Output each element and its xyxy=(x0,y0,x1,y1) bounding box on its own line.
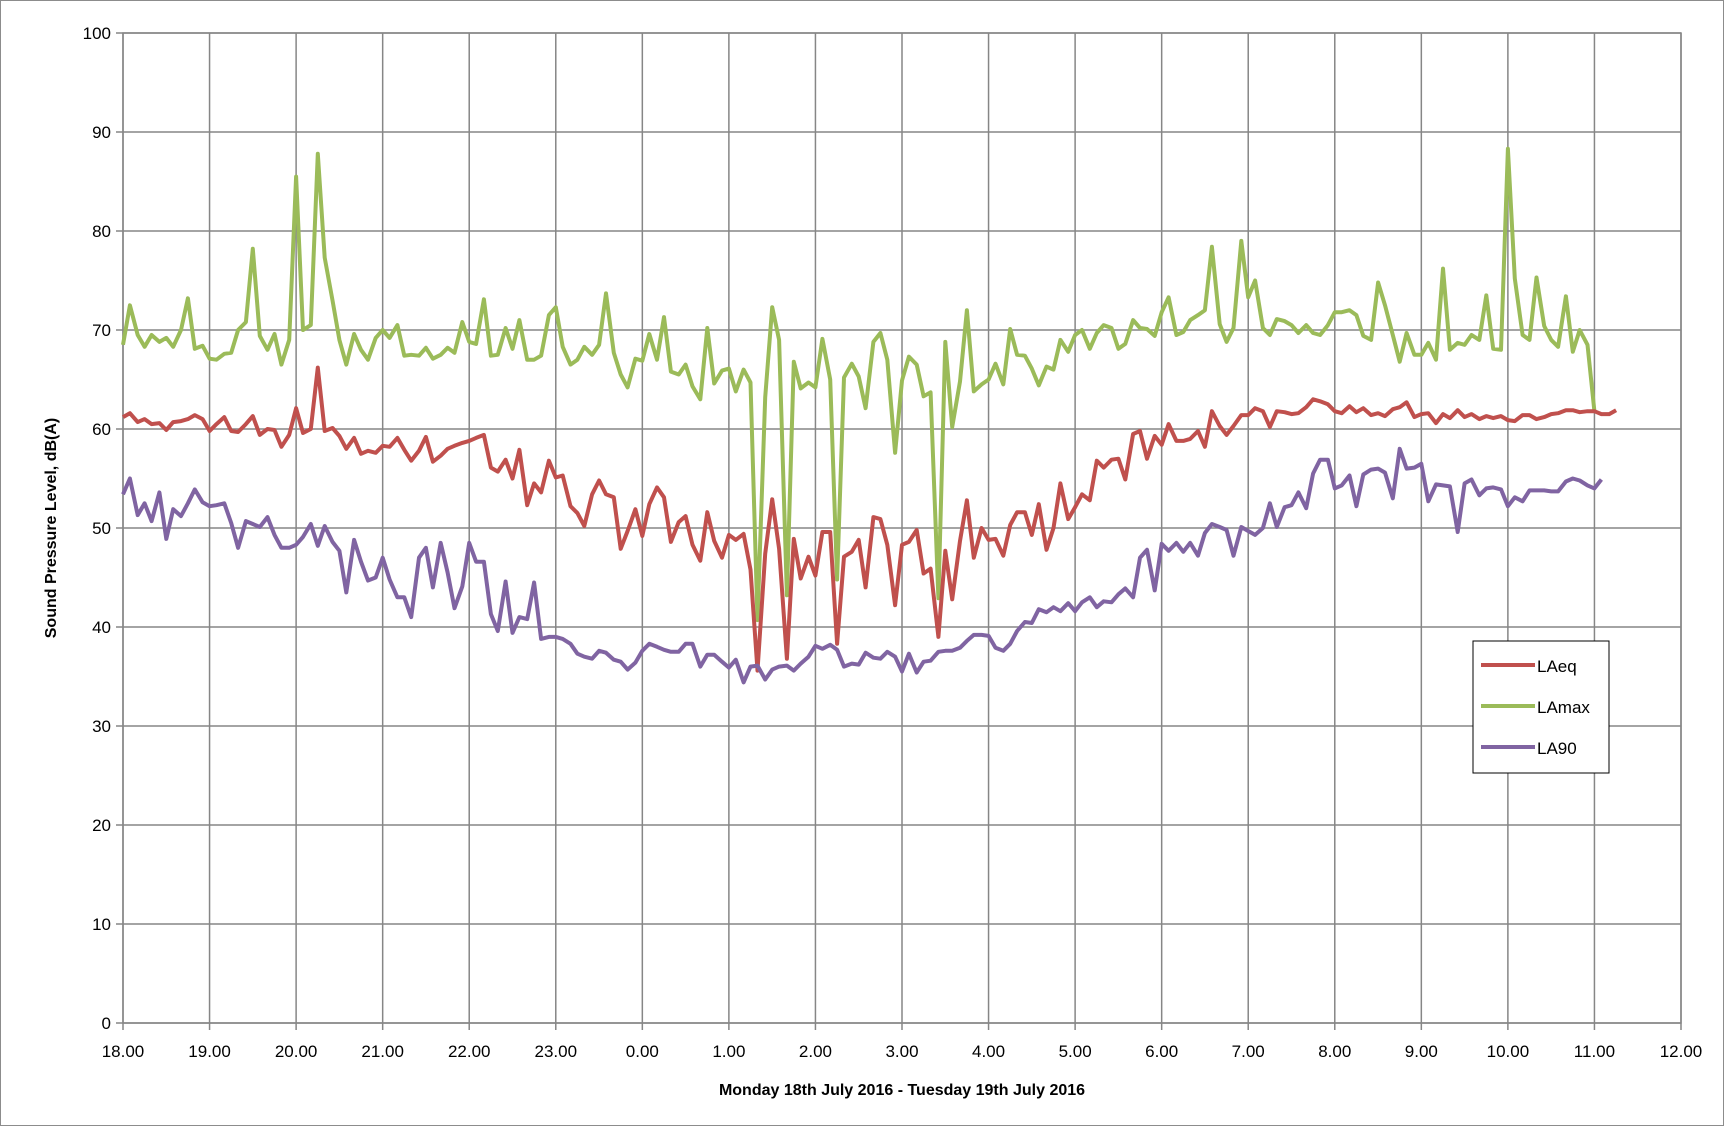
x-tick-label: 1.00 xyxy=(712,1042,745,1061)
y-tick-label: 80 xyxy=(92,222,111,241)
x-tick-label: 19.00 xyxy=(188,1042,231,1061)
gridlines xyxy=(122,32,1682,1024)
y-tick-label: 20 xyxy=(92,816,111,835)
x-tick-label: 10.00 xyxy=(1487,1042,1530,1061)
y-tick-label: 10 xyxy=(92,915,111,934)
x-axis-ticks: 18.00 19.00 20.00 21.00 22.00 23.00 0.00 1.00 2.… xyxy=(102,1023,1703,1061)
x-tick-label: 8.00 xyxy=(1318,1042,1351,1061)
series-line-laeq xyxy=(122,365,1618,673)
legend-label-lamax: LAmax xyxy=(1537,698,1590,717)
x-tick-label: 7.00 xyxy=(1232,1042,1265,1061)
x-tick-label: 18.00 xyxy=(102,1042,145,1061)
x-tick-label: 3.00 xyxy=(885,1042,918,1061)
x-tick-label: 5.00 xyxy=(1059,1042,1092,1061)
y-tick-label: 40 xyxy=(92,618,111,637)
y-tick-label: 0 xyxy=(102,1014,111,1033)
y-tick-label: 60 xyxy=(92,420,111,439)
legend-label-laeq: LAeq xyxy=(1537,657,1577,676)
y-tick-label: 50 xyxy=(92,519,111,538)
legend-label-la90: LA90 xyxy=(1537,739,1577,758)
x-tick-label: 6.00 xyxy=(1145,1042,1178,1061)
x-tick-label: 9.00 xyxy=(1405,1042,1438,1061)
x-axis-title: Monday 18th July 2016 - Tuesday 19th Jul… xyxy=(719,1082,1085,1099)
series-line-lamax xyxy=(121,146,1597,623)
x-tick-label: 22.00 xyxy=(448,1042,491,1061)
y-tick-label: 100 xyxy=(83,24,111,43)
x-tick-label: 4.00 xyxy=(972,1042,1005,1061)
x-tick-label: 11.00 xyxy=(1574,1042,1615,1061)
x-tick-label: 12.00 xyxy=(1660,1042,1703,1061)
y-tick-label: 70 xyxy=(92,321,111,340)
series-lines xyxy=(121,146,1618,685)
x-tick-label: 2.00 xyxy=(799,1042,832,1061)
y-axis-title: Sound Pressure Level, dB(A) xyxy=(43,418,60,639)
y-tick-label: 90 xyxy=(92,123,111,142)
series-line-la90 xyxy=(121,446,1603,685)
y-axis-ticks: 0 10 20 30 40 50 60 70 80 90 100 xyxy=(83,24,123,1033)
legend: LAeq LAmax LA90 xyxy=(1472,640,1610,774)
x-tick-label: 23.00 xyxy=(535,1042,578,1061)
x-tick-label: 20.00 xyxy=(275,1042,318,1061)
x-tick-label: 21.00 xyxy=(361,1042,404,1061)
x-tick-label: 0.00 xyxy=(626,1042,659,1061)
y-tick-label: 30 xyxy=(92,717,111,736)
